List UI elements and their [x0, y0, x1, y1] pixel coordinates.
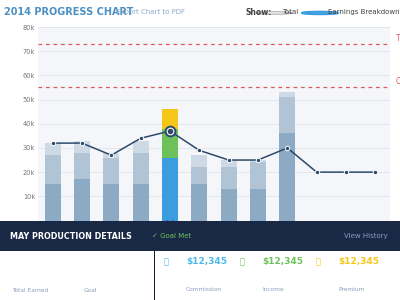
Bar — [74, 141, 90, 153]
Circle shape — [256, 12, 292, 14]
Text: $47,000: $47,000 — [12, 261, 75, 275]
Text: 🏆: 🏆 — [316, 257, 321, 266]
Bar — [250, 189, 266, 220]
Text: $38,000: $38,000 — [84, 262, 141, 275]
Bar — [44, 143, 61, 155]
Text: 💧: 💧 — [164, 257, 169, 266]
Text: Goal: Goal — [84, 288, 98, 293]
Text: TOT: TOT — [396, 34, 400, 43]
Circle shape — [302, 12, 338, 14]
Text: Total: Total — [282, 9, 298, 15]
Bar — [103, 153, 120, 158]
Bar — [250, 160, 266, 162]
Text: Premium: Premium — [338, 287, 364, 292]
Bar — [154, 251, 155, 300]
Bar — [220, 189, 237, 220]
Bar — [191, 167, 207, 184]
Bar — [103, 184, 120, 220]
Bar — [220, 167, 237, 189]
Bar — [191, 184, 207, 220]
Text: $12,345: $12,345 — [338, 257, 379, 266]
Bar — [133, 184, 149, 220]
Bar — [74, 179, 90, 220]
Circle shape — [310, 12, 330, 14]
Bar — [0, 220, 400, 251]
Text: COT: COT — [396, 77, 400, 86]
Text: Commission: Commission — [186, 287, 222, 292]
Bar — [44, 184, 61, 220]
Text: Export Chart to PDF: Export Chart to PDF — [116, 9, 185, 15]
Bar — [162, 158, 178, 220]
Bar — [250, 162, 266, 189]
Bar — [162, 109, 178, 129]
Bar — [279, 97, 295, 134]
Bar — [279, 134, 295, 220]
Text: $12,345: $12,345 — [262, 257, 303, 266]
Text: $12,345: $12,345 — [186, 257, 227, 266]
Bar — [220, 160, 237, 167]
Text: Show:: Show: — [246, 8, 272, 16]
Bar — [44, 155, 61, 184]
Bar — [133, 141, 149, 153]
Text: View History: View History — [344, 233, 388, 239]
Bar — [103, 158, 120, 184]
Bar — [74, 153, 90, 179]
Text: Total Earned: Total Earned — [12, 288, 48, 293]
Text: MAY PRODUCTION DETAILS: MAY PRODUCTION DETAILS — [10, 232, 132, 241]
Text: ✓ Goal Met: ✓ Goal Met — [152, 233, 191, 239]
Bar — [191, 155, 207, 167]
Text: 2014 PROGRESS CHART: 2014 PROGRESS CHART — [4, 7, 133, 17]
Text: 💰: 💰 — [240, 257, 245, 266]
Text: Income: Income — [262, 287, 284, 292]
Bar — [133, 153, 149, 184]
Bar — [162, 129, 178, 158]
Text: Earnings Breakdown: Earnings Breakdown — [328, 9, 400, 15]
Bar — [279, 92, 295, 97]
